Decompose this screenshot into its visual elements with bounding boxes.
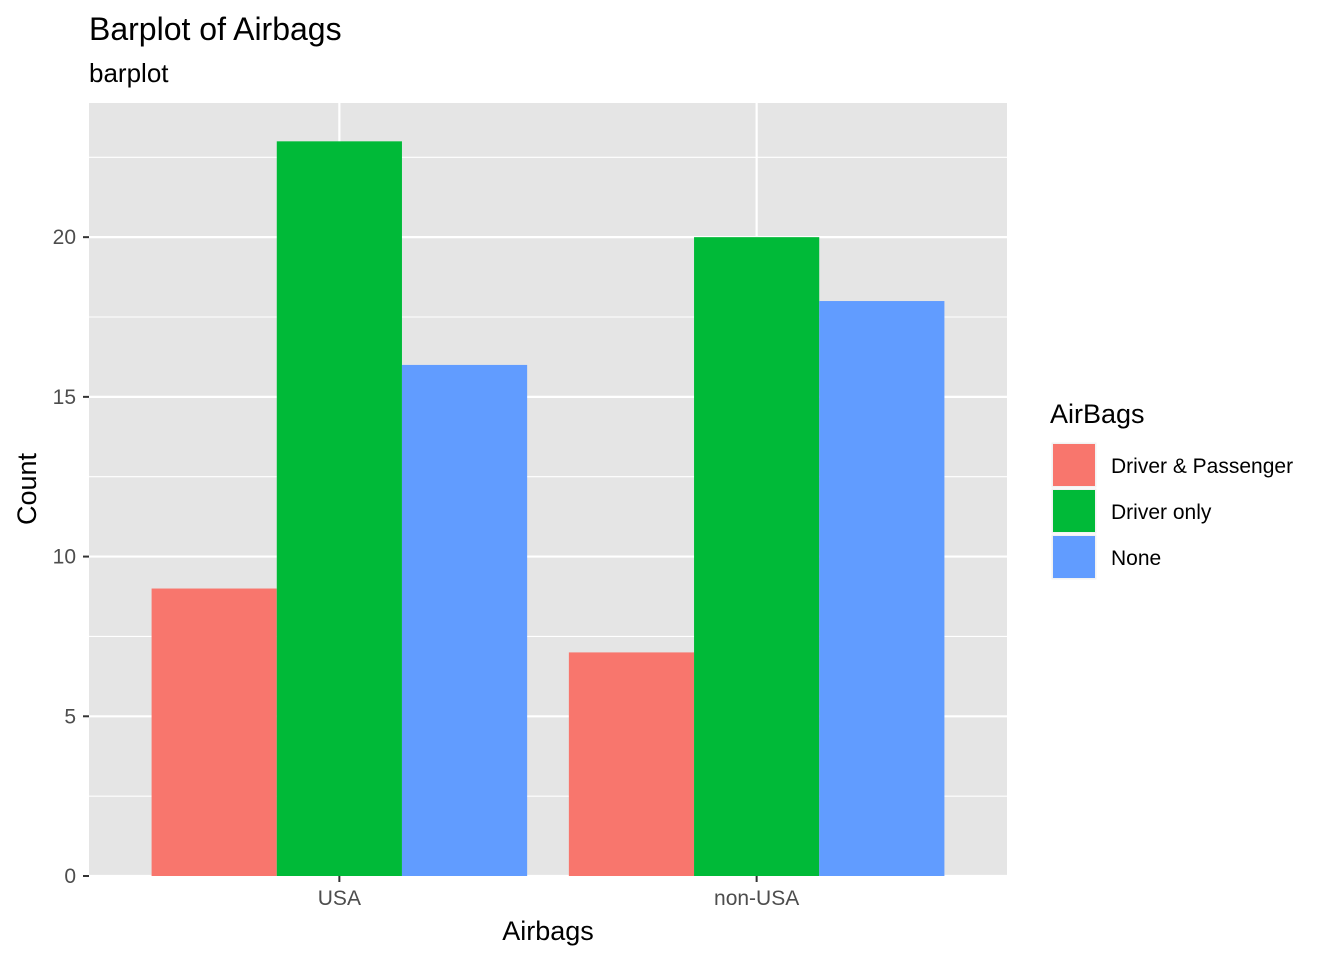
x-tick-label: USA	[318, 887, 361, 910]
y-tick-label: 5	[64, 705, 76, 728]
legend-swatch	[1053, 444, 1095, 486]
legend-items: Driver & Passenger Driver only None	[1050, 441, 1293, 581]
chart-subtitle: barplot	[89, 58, 169, 88]
bar-non-usa-driver-passenger	[568, 652, 695, 876]
bars	[151, 141, 945, 877]
bar-usa-driver-only	[276, 141, 402, 877]
legend-label: Driver & Passenger	[1111, 455, 1293, 478]
legend-label: None	[1111, 547, 1161, 570]
bar-non-usa-none	[819, 301, 945, 876]
y-tick-label: 10	[53, 546, 76, 569]
y-tick-label: 20	[53, 226, 76, 249]
x-tick-label: non-USA	[714, 887, 799, 910]
bar-usa-none	[401, 364, 528, 876]
legend-swatch	[1053, 490, 1095, 532]
legend-swatch	[1053, 536, 1095, 578]
bar-non-usa-driver-only	[694, 237, 820, 876]
x-axis-title: Airbags	[502, 916, 594, 946]
legend: AirBags Driver & Passenger Driver only Non…	[1050, 399, 1293, 581]
chart-title: Barplot of Airbags	[89, 11, 342, 47]
bar-usa-driver-passenger	[151, 588, 277, 876]
y-tick-label: 0	[64, 865, 76, 888]
y-axis-title: Count	[12, 452, 42, 525]
legend-label: Driver only	[1111, 501, 1212, 524]
y-tick-label: 15	[53, 386, 76, 409]
legend-title: AirBags	[1050, 399, 1145, 429]
axes: 0 5 10 15 20 USA non-USA	[53, 226, 800, 910]
